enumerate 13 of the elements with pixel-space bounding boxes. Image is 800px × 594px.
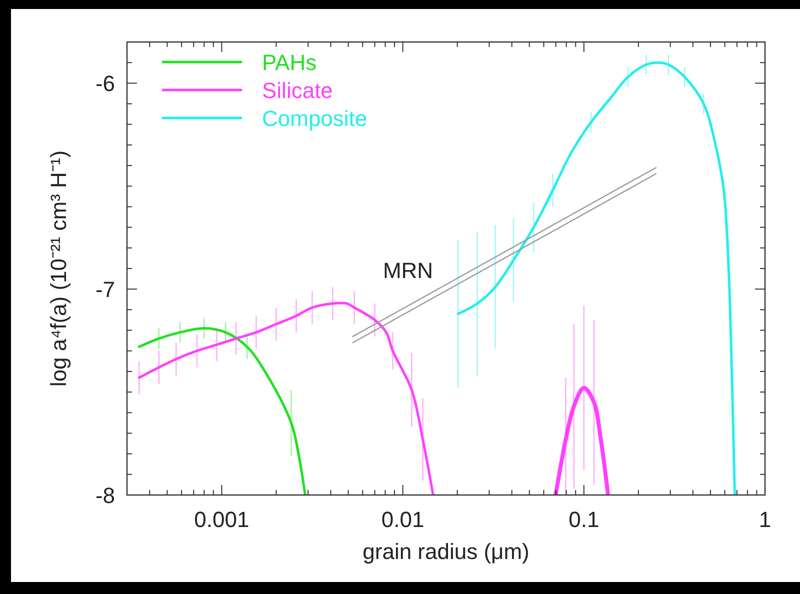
x-tick-label: 0.1 [568, 507, 600, 532]
legend-label: PAHs [262, 50, 317, 75]
x-tick-label: 1 [758, 507, 772, 532]
y-tick-label: -6 [95, 71, 115, 96]
legend-label: Composite [262, 106, 368, 131]
annotation: MRN [382, 258, 434, 283]
y-axis-title: log a⁴f(a) (10⁻²¹ cm³ H⁻¹) [46, 150, 71, 387]
x-tick-label: 0.001 [194, 507, 250, 532]
legend-label: Silicate [262, 78, 333, 103]
x-tick-label: 0.01 [381, 507, 424, 532]
x-axis-title: grain radius (μm) [362, 539, 530, 564]
y-tick-label: -7 [95, 277, 115, 302]
y-tick-label: -8 [95, 483, 115, 508]
